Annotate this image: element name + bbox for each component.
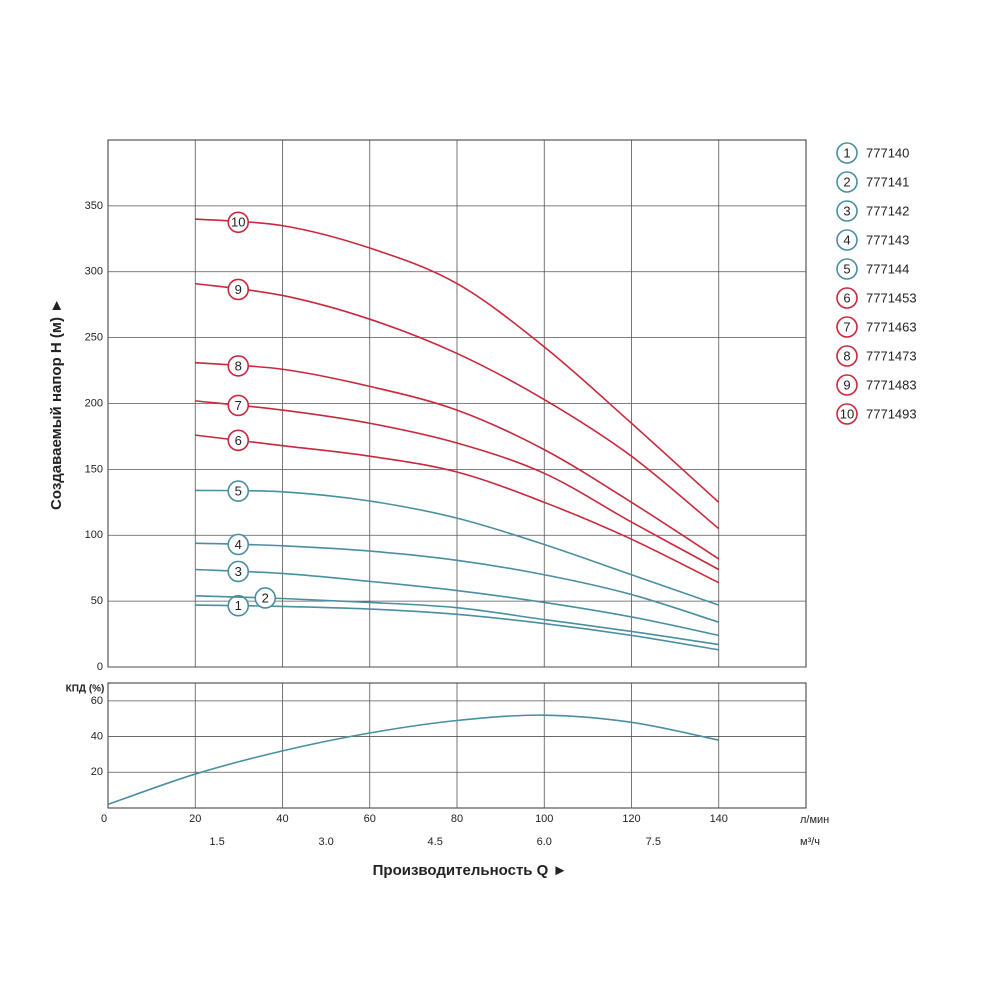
curve xyxy=(195,489,720,606)
legend-label: 777144 xyxy=(866,261,909,276)
x-tick-label: 40 xyxy=(276,813,288,825)
legend-badge xyxy=(836,345,858,367)
curve xyxy=(195,595,719,646)
curve-label: 1 xyxy=(235,598,242,613)
y-tick-label: 250 xyxy=(85,332,103,344)
curve xyxy=(195,218,720,503)
legend-number: 1 xyxy=(843,145,850,160)
x-tick-label: 80 xyxy=(451,813,463,825)
curve-label-badge xyxy=(227,533,250,556)
curve xyxy=(195,604,719,651)
x2-tick-label: 1.5 xyxy=(209,836,224,848)
legend-number: 8 xyxy=(843,348,850,363)
legend-badge xyxy=(836,200,858,222)
y-tick-label: 20 xyxy=(91,766,103,778)
y-tick-label: 0 xyxy=(97,661,103,673)
x2-tick-label: 7.5 xyxy=(646,836,661,848)
x-axis-title: Производительность Q ► xyxy=(373,862,568,879)
legend-label: 7771463 xyxy=(866,319,917,334)
legend-number: 3 xyxy=(843,203,850,218)
legend-number: 6 xyxy=(843,290,850,305)
legend-label: 777140 xyxy=(866,145,909,160)
x-tick-label: 100 xyxy=(535,813,553,825)
curve-label: 6 xyxy=(235,433,242,448)
legend-number: 2 xyxy=(843,174,850,189)
y-tick-label: 150 xyxy=(85,463,103,475)
y-tick-label: 100 xyxy=(85,529,103,541)
legend-number: 5 xyxy=(843,261,850,276)
curve-label-badge xyxy=(227,211,250,234)
legend-number: 7 xyxy=(843,319,850,334)
legend-label: 777143 xyxy=(866,232,909,247)
x-tick-label: 0 xyxy=(101,813,107,825)
curve-label-badge xyxy=(227,429,250,452)
x-tick-label: 120 xyxy=(622,813,640,825)
curve xyxy=(195,434,720,584)
legend-label: 7771493 xyxy=(866,406,917,421)
y-tick-label: 50 xyxy=(91,595,103,607)
x-unit: л/мин xyxy=(800,814,829,826)
legend-badge xyxy=(836,316,858,338)
y-tick-label: 200 xyxy=(85,397,103,409)
x-tick-label: 140 xyxy=(710,813,728,825)
curve-label-badge xyxy=(254,587,277,609)
x2-tick-label: 4.5 xyxy=(428,836,443,848)
curve xyxy=(107,714,719,806)
legend-badge xyxy=(836,229,858,251)
legend-label: 7771483 xyxy=(866,377,917,392)
curve-label-badge xyxy=(227,278,250,301)
curve-label: 7 xyxy=(235,398,242,413)
curve xyxy=(195,542,719,623)
y-axis-title: Создаваемый напор H (м) ► xyxy=(48,298,65,510)
x-tick-label: 60 xyxy=(364,813,376,825)
curve-label: 2 xyxy=(262,590,269,605)
legend-label: 7771473 xyxy=(866,348,917,363)
curve-label-badge xyxy=(227,394,250,417)
curve xyxy=(195,568,719,637)
curve xyxy=(195,400,720,571)
y-axis-title: КПД (%) xyxy=(66,684,105,695)
legend-number: 9 xyxy=(843,377,850,392)
curve-label-badge xyxy=(227,355,250,377)
legend-badge xyxy=(836,171,858,193)
x2-tick-label: 6.0 xyxy=(537,836,552,848)
legend-badge xyxy=(836,258,858,280)
legend-number: 10 xyxy=(840,406,854,421)
legend-badge xyxy=(836,287,858,309)
curve-label-badge xyxy=(227,594,250,617)
curve-label: 8 xyxy=(235,358,242,373)
y-tick-label: 300 xyxy=(85,266,103,278)
y-tick-label: 40 xyxy=(91,730,103,742)
x2-unit: м³/ч xyxy=(800,836,820,848)
legend-label: 7771453 xyxy=(866,290,917,305)
y-tick-label: 60 xyxy=(91,695,103,707)
curve-label: 4 xyxy=(235,537,242,552)
legend-number: 4 xyxy=(843,232,850,247)
curve-label-badge xyxy=(227,560,250,583)
legend-badge xyxy=(836,403,858,425)
x2-tick-label: 3.0 xyxy=(318,836,333,848)
legend-label: 777141 xyxy=(866,174,909,189)
legend-badge xyxy=(836,142,858,164)
curve-label-badge xyxy=(227,480,250,502)
curve-label: 5 xyxy=(235,484,242,499)
x-tick-label: 20 xyxy=(189,813,201,825)
curve xyxy=(195,282,720,530)
legend-label: 777142 xyxy=(866,203,909,218)
curve-label: 3 xyxy=(235,564,242,579)
legend-badge xyxy=(836,374,858,396)
y-tick-label: 350 xyxy=(85,200,103,212)
curve-label: 9 xyxy=(235,282,242,297)
curve xyxy=(195,361,720,560)
curve-label: 10 xyxy=(231,215,245,230)
